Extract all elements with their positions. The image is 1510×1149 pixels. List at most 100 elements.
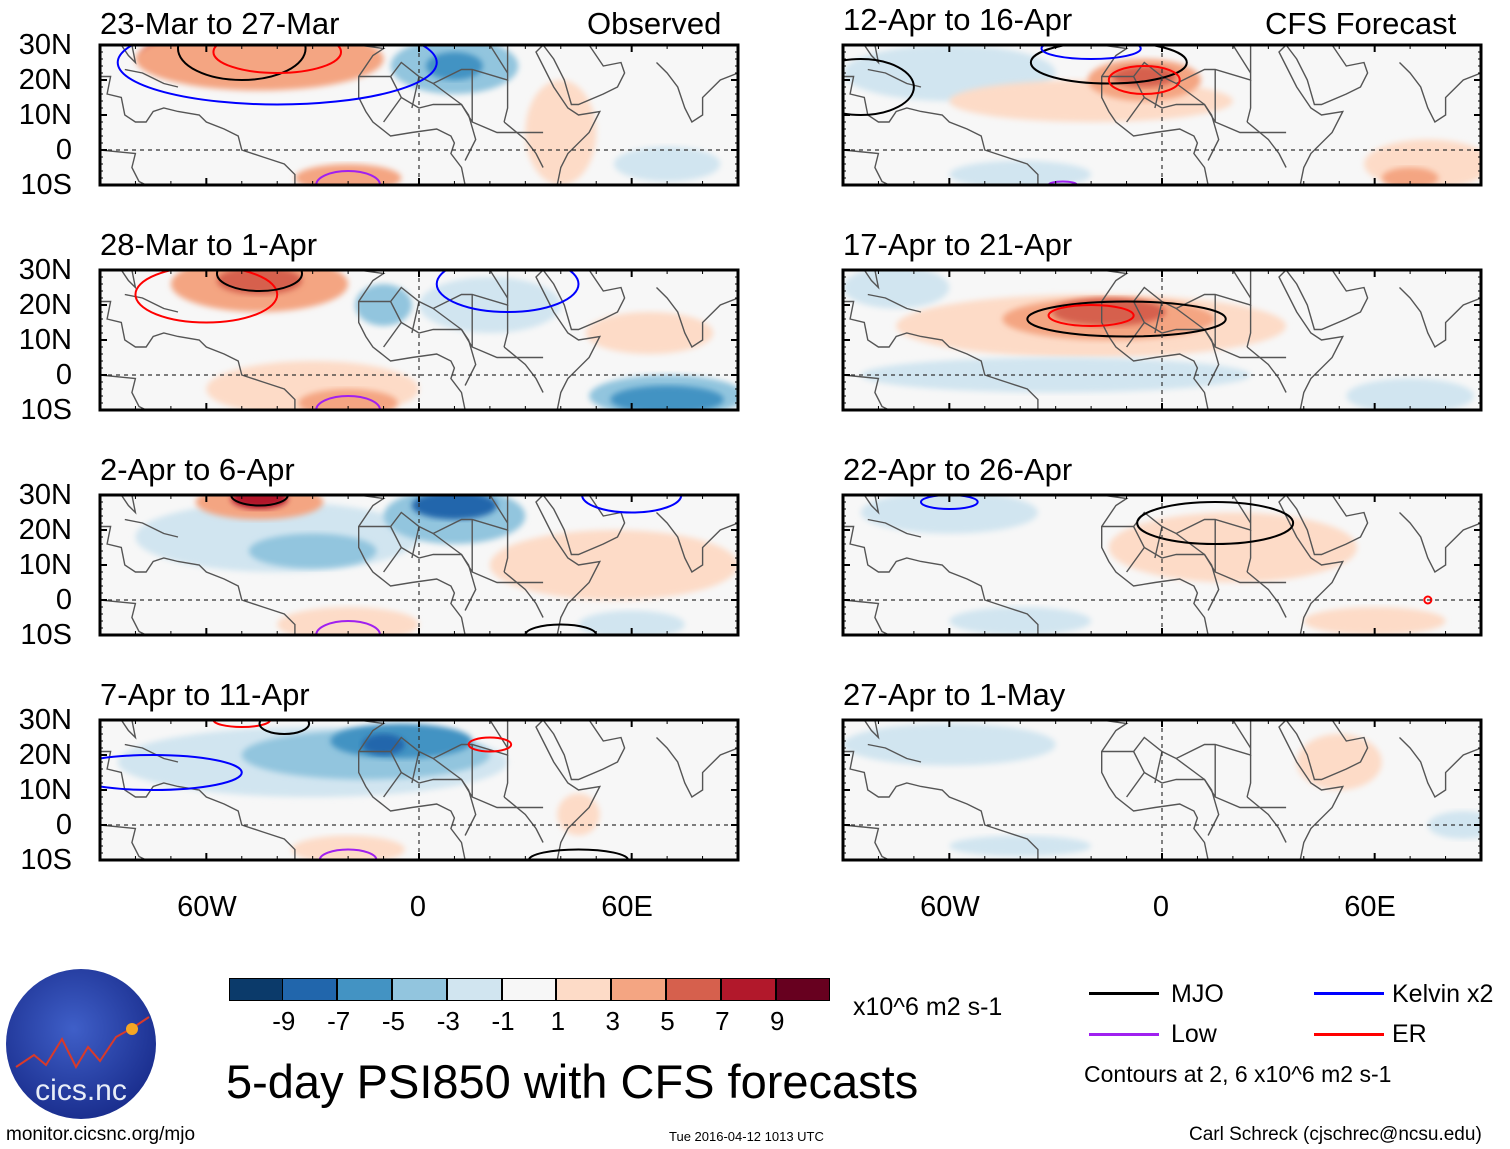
country-border [1126,772,1145,798]
coastline [867,68,922,88]
y-tick-label: 10N [18,99,72,131]
negative-anomaly-region [949,835,1092,857]
coastline [100,149,147,185]
negative-anomaly-region [426,52,483,80]
coastline [1399,62,1481,124]
coastline [535,270,602,410]
coastline [100,525,296,635]
panel-title-8: 27-Apr to 1-May [843,677,1066,712]
colorbar-swatch [666,978,721,1001]
positive-anomaly-region [489,530,738,600]
negative-anomaly-region [411,495,497,520]
country-border [503,305,509,348]
contour-mjo [524,623,598,635]
colorbar-tick-label: 1 [550,1006,566,1036]
colorbar-swatch [775,978,831,1001]
country-border [1246,305,1252,348]
contour-er [1107,65,1181,95]
colorbar-swatch [720,978,776,1001]
coastline [100,300,296,410]
coastline [843,495,880,515]
country-border [411,751,420,784]
negative-anomaly-region [860,357,1251,393]
country-border [1175,82,1205,106]
coastline [656,512,738,574]
y-tick-label: 10S [20,619,72,651]
negative-anomaly-region [355,284,412,326]
legend-label-low: Low [1171,1020,1217,1048]
author-credit: Carl Schreck (cjschrec@ncsu.edu) [1189,1124,1482,1145]
country-border [1101,45,1252,85]
coastline [843,824,890,860]
positive-anomaly-region [277,607,419,635]
positive-anomaly-region [294,164,402,185]
country-border [411,301,420,334]
country-border [1175,307,1205,331]
map-panel-17apr-21apr [841,268,1483,412]
coastline [100,599,147,635]
coastline [100,824,147,860]
coastline [542,45,626,106]
contour-kelvin-x2 [116,45,438,106]
coastline [843,300,1039,410]
colorbar-swatch [556,978,612,1001]
country-border [489,45,509,74]
coastline [542,495,626,556]
country-border [1246,80,1252,123]
contour-mjo [1136,501,1295,545]
contour-low [315,395,382,410]
country-border [383,322,402,348]
coastline [867,518,922,538]
positive-anomaly-region [1381,167,1439,185]
coastline [1285,720,1369,781]
y-tick-label: 30N [18,29,72,61]
y-tick-label: 20N [18,514,72,546]
legend-line-low [1089,1033,1159,1036]
coastline [843,525,1039,635]
coastline [100,750,296,860]
contour-kelvin-x2 [100,754,243,791]
coastline [1278,270,1345,410]
contour-low [1047,180,1078,185]
coastline [843,149,890,185]
country-border [1246,121,1287,168]
coastline [1285,45,1369,106]
y-tick-label: 10N [18,549,72,581]
country-border [432,307,462,331]
coastline [1399,737,1481,799]
y-tick-label: 10S [20,169,72,201]
y-tick-label: 30N [18,254,72,286]
country-border [1232,45,1252,74]
legend-label-er: ER [1392,1020,1427,1048]
coastline [100,75,296,185]
contour-kelvin-x2 [581,495,683,514]
positive-anomaly-region [231,495,288,509]
country-border [489,270,509,299]
y-tick-label: 0 [55,809,72,841]
x-tick-label-60e-left: 60E [601,891,653,923]
legend-line-er [1314,1033,1384,1036]
contour-kelvin-x2 [1040,45,1142,60]
colorbar-tick-label: -3 [436,1006,460,1036]
coastline [100,495,137,515]
coastline [535,495,602,635]
contour-kelvin-x2 [919,495,979,510]
positive-anomaly-region [1296,734,1382,790]
x-tick-label-60w-left: 60W [177,891,237,923]
negative-anomaly-region [1346,378,1474,410]
country-border [1126,97,1145,123]
panel-title-4: 7-Apr to 11-Apr [100,677,310,712]
contour-mjo [527,848,630,860]
coastline [656,287,738,349]
legend-line-mjo [1089,992,1159,995]
coastline [100,720,137,740]
panel-title-1: 23-Mar to 27-Mar [100,6,340,41]
colorbar-tick-label: 3 [605,1006,620,1036]
y-tick-label: 20N [18,64,72,96]
coastline [843,270,880,290]
contour-er [467,736,513,753]
country-border [383,97,402,123]
colorbar-swatch [391,978,447,1001]
country-border [1232,495,1252,524]
map-panel-27apr-1may [841,718,1483,862]
